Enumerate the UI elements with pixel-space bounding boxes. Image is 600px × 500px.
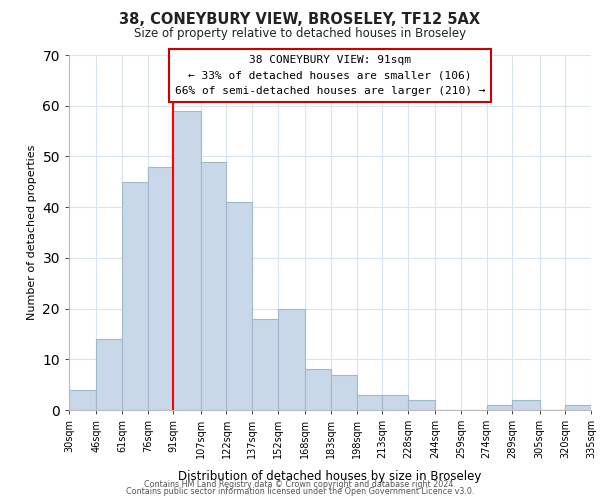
Bar	[356, 395, 382, 410]
Bar	[252, 318, 278, 410]
Y-axis label: Number of detached properties: Number of detached properties	[27, 145, 37, 320]
Text: Size of property relative to detached houses in Broseley: Size of property relative to detached ho…	[134, 28, 466, 40]
X-axis label: Distribution of detached houses by size in Broseley: Distribution of detached houses by size …	[178, 470, 482, 482]
Bar	[122, 182, 148, 410]
Bar	[331, 374, 356, 410]
Bar	[487, 405, 512, 410]
Bar	[565, 405, 591, 410]
Bar	[148, 166, 173, 410]
Text: 38 CONEYBURY VIEW: 91sqm
← 33% of detached houses are smaller (106)
66% of semi-: 38 CONEYBURY VIEW: 91sqm ← 33% of detach…	[175, 55, 485, 96]
Bar	[408, 400, 435, 410]
Text: 38, CONEYBURY VIEW, BROSELEY, TF12 5AX: 38, CONEYBURY VIEW, BROSELEY, TF12 5AX	[119, 12, 481, 28]
Bar	[278, 308, 305, 410]
Bar	[226, 202, 252, 410]
Bar	[512, 400, 539, 410]
Bar	[69, 390, 97, 410]
Bar	[97, 339, 122, 410]
Bar	[382, 395, 408, 410]
Text: Contains HM Land Registry data © Crown copyright and database right 2024.: Contains HM Land Registry data © Crown c…	[144, 480, 456, 489]
Text: Contains public sector information licensed under the Open Government Licence v3: Contains public sector information licen…	[126, 487, 474, 496]
Bar	[173, 111, 201, 410]
Bar	[305, 370, 331, 410]
Bar	[201, 162, 226, 410]
